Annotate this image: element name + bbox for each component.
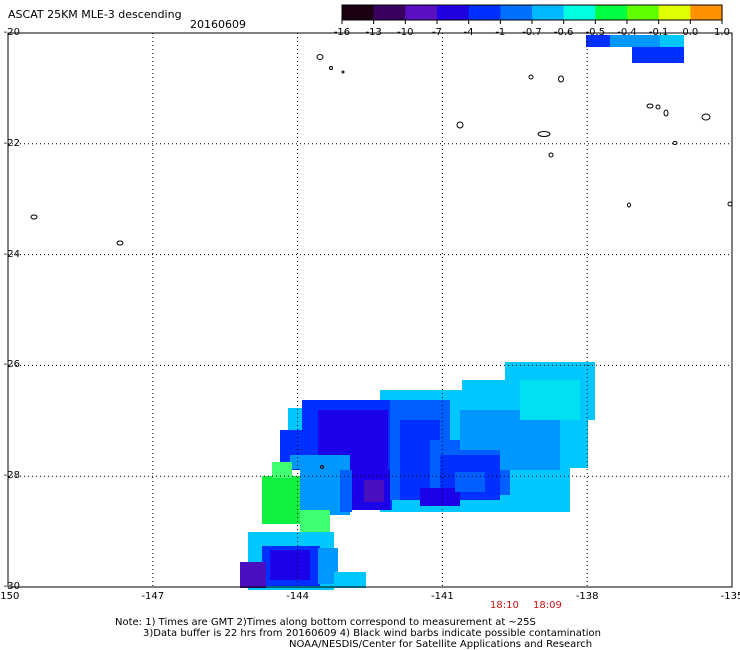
island-outline [727, 201, 733, 207]
swath-cell [334, 572, 366, 588]
swath-cell [270, 550, 310, 580]
colorbar-swatch [690, 5, 723, 20]
lon-tick-label: -138 [575, 591, 599, 602]
colorbar-label: -13 [365, 27, 382, 38]
swath-cell [520, 380, 580, 420]
wind-swath [240, 35, 684, 590]
swath-cell [318, 548, 338, 584]
swath-cell [455, 472, 485, 492]
lon-tick-label: -147 [141, 591, 165, 602]
island-outline [329, 66, 333, 70]
colorbar-label: -0.6 [553, 27, 574, 38]
pass-time-2: 18:09 [533, 600, 562, 611]
lat-tick-label: -26 [3, 359, 20, 371]
lon-tick-label: -141 [431, 591, 454, 602]
colorbar-label: -7 [432, 27, 442, 38]
footer-note-2: 3)Data buffer is 22 hrs from 20160609 4)… [143, 628, 601, 639]
island-outline [528, 74, 534, 80]
island-outline [655, 104, 661, 110]
colorbar-label: -0.7 [522, 27, 542, 38]
lon-tick-label: -135 [720, 591, 740, 602]
lon-tick-label: -144 [286, 591, 309, 602]
colorbar-swatch [658, 5, 691, 20]
island-outline [316, 54, 324, 60]
island-outline [663, 109, 669, 117]
colorbar-label: -10 [397, 27, 414, 38]
lat-tick-label: -22 [3, 137, 20, 149]
swath-cell [660, 35, 684, 47]
swath-cell [420, 488, 460, 506]
colorbar-label: -16 [333, 27, 351, 38]
colorbar [341, 4, 723, 24]
colorbar-swatch [595, 5, 628, 20]
colorbar-label: -0.4 [617, 27, 637, 38]
footer-note-1: Note: 1) Times are GMT 2)Times along bot… [115, 617, 536, 628]
chart-date: 20160609 [190, 18, 246, 31]
island-outline [701, 113, 711, 121]
colorbar-swatch [532, 5, 565, 20]
lat-tick-label: -28 [3, 470, 20, 482]
lat-lon-grid [7, 32, 733, 588]
colorbar-swatch [563, 5, 596, 20]
island-outline [320, 465, 324, 469]
swath-cell [586, 35, 610, 47]
island-outline [548, 152, 554, 158]
lat-tick-label: -24 [3, 248, 20, 260]
colorbar-swatch [342, 5, 375, 20]
colorbar-swatch [373, 5, 406, 20]
island-outline [558, 75, 564, 83]
colorbar-swatch [627, 5, 660, 20]
swath-cell [632, 47, 684, 63]
island-outline [30, 214, 38, 220]
island-outline [672, 141, 678, 145]
colorbar-label: 0.0 [682, 27, 699, 38]
colorbar-label: -0.1 [648, 27, 669, 38]
lat-tick-label: -20 [3, 27, 20, 38]
swath-cell [262, 476, 300, 524]
swath-cell [240, 562, 266, 588]
colorbar-label: 1.0 [714, 27, 730, 38]
island-outline [116, 240, 124, 246]
swath-cell [364, 480, 384, 502]
island-outline [627, 202, 631, 208]
swath-cell [500, 420, 560, 470]
colorbar-swatch [500, 5, 533, 20]
chart-title: ASCAT 25KM MLE-3 descending [8, 8, 182, 21]
colorbar-label: -4 [463, 27, 474, 38]
swath-cell [340, 470, 352, 512]
colorbar-swatch [405, 5, 438, 20]
lon-tick-label: -150 [0, 591, 20, 602]
lat-tick-label: -30 [3, 581, 20, 592]
island-outline [456, 121, 464, 129]
colorbar-label: -1 [495, 27, 506, 38]
colorbar-swatch [437, 5, 470, 20]
swath-cell [272, 462, 292, 478]
colorbar-swatch [468, 5, 501, 20]
footer-credit: NOAA/NESDIS/Center for Satellite Applica… [289, 639, 593, 650]
swath-cell [300, 510, 330, 532]
island-outline [537, 131, 551, 137]
swath-cell [528, 468, 570, 512]
swath-cell [330, 420, 350, 445]
colorbar-label: -0.5 [585, 27, 606, 38]
island-outline [341, 70, 345, 74]
pass-time-1: 18:10 [490, 600, 519, 611]
island-outline [646, 103, 654, 109]
